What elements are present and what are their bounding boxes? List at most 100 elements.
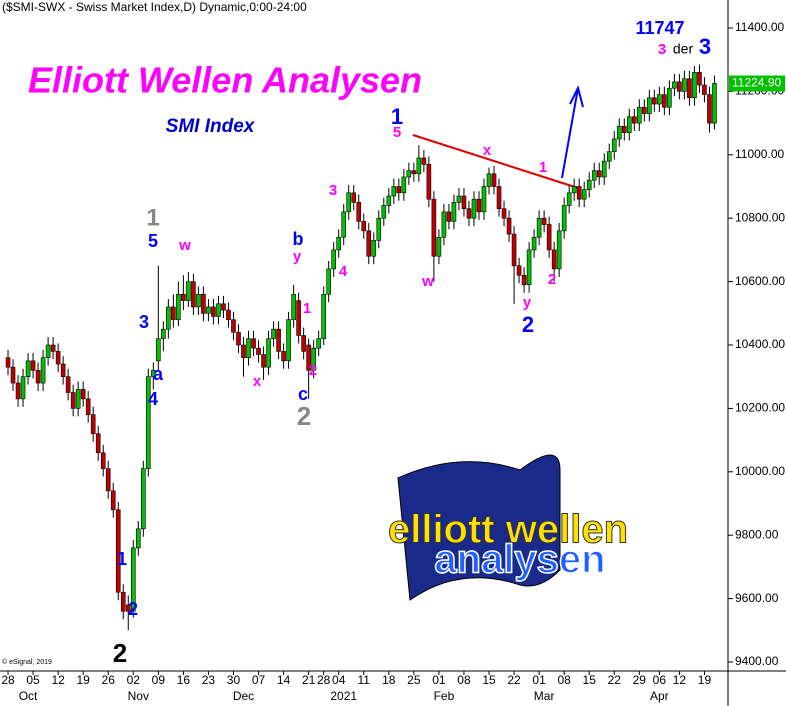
y-tick-label: 10400.00: [735, 337, 785, 351]
candle-body: [421, 157, 427, 165]
candle-body: [211, 306, 216, 317]
candle-body: [436, 236, 442, 257]
x-tick-label: 21: [302, 673, 316, 687]
candle-body: [561, 205, 567, 232]
candle-body: [596, 170, 602, 178]
wave-label: w: [178, 237, 191, 254]
candle-body: [90, 414, 96, 435]
candle-body: [707, 94, 712, 124]
candle-body: [25, 360, 31, 378]
candle-body: [55, 351, 61, 365]
month-label: Nov: [128, 689, 149, 703]
candle-body: [611, 138, 617, 152]
candle-body: [626, 116, 632, 133]
y-tick-label: 10800.00: [735, 210, 785, 224]
candle-body: [151, 370, 156, 377]
candle-body: [110, 490, 116, 511]
candle-body: [637, 106, 642, 124]
candle-body: [120, 591, 126, 612]
candle-body: [687, 78, 692, 99]
wave-label: 2: [522, 312, 534, 337]
wave-label: y: [523, 294, 532, 311]
copyright: © eSignal, 2019: [2, 658, 52, 666]
candle-body: [361, 221, 367, 232]
candle-body: [632, 116, 637, 124]
wave-label: 5: [393, 124, 401, 141]
month-label: Oct: [19, 689, 38, 703]
candle-body: [246, 338, 251, 358]
month-label: Feb: [434, 689, 455, 703]
wave-label: c: [298, 384, 308, 404]
candle-body: [140, 468, 146, 530]
wave-label: 3: [329, 182, 337, 199]
candle-body: [346, 192, 352, 213]
last-price-box: [729, 75, 785, 92]
candle-body: [256, 347, 261, 355]
candle-body: [616, 125, 622, 140]
candle-body: [446, 211, 452, 222]
wave-label: 2: [128, 599, 138, 619]
wave-label: 2: [548, 271, 556, 288]
candle-body: [576, 186, 582, 200]
wave-label: 2: [113, 638, 127, 668]
subtitle: SMI Index: [166, 116, 256, 137]
candle-body: [40, 357, 46, 384]
candle-body: [156, 338, 161, 362]
x-tick-label: 30: [227, 673, 241, 687]
logo-flag: [397, 454, 561, 601]
candle-body: [451, 202, 457, 222]
candle-body: [692, 72, 697, 99]
x-tick-label: 25: [407, 673, 421, 687]
y-tick-label: 11000.00: [735, 147, 784, 161]
candle-body: [171, 306, 176, 320]
candle-body: [95, 433, 101, 454]
arrow-shaft: [561, 87, 579, 179]
candle-body: [481, 186, 487, 213]
wave-label: y: [293, 248, 302, 265]
x-tick-label: 11: [358, 673, 371, 687]
candle-body: [431, 198, 437, 257]
logo-text: analysen: [434, 538, 605, 582]
candle-body: [697, 72, 702, 86]
candle-body: [371, 240, 377, 257]
candle-body: [386, 195, 392, 206]
candle-body: [526, 249, 532, 286]
candle-body: [135, 528, 141, 549]
wave-label: 11747: [635, 18, 684, 38]
x-tick-label: 19: [698, 673, 712, 687]
candle-body: [80, 389, 86, 400]
candle-body: [336, 236, 341, 251]
x-tick-label: 01: [532, 673, 546, 687]
candle-body: [196, 293, 201, 308]
x-tick-label: 15: [583, 673, 597, 687]
candle-body: [65, 376, 71, 393]
candle-body: [366, 230, 372, 257]
header: ($SMI-SWX - Swiss Market Index,D) Dynami…: [2, 0, 307, 14]
candle-body: [581, 189, 587, 200]
candle-body: [441, 211, 447, 238]
candle-body: [216, 303, 221, 317]
candle-body: [486, 173, 492, 187]
candle-body: [186, 281, 191, 301]
candle-body: [221, 303, 226, 311]
candle-body: [476, 198, 482, 213]
candle-body: [471, 198, 477, 219]
candle-body: [5, 357, 11, 368]
candle-body: [291, 293, 296, 320]
candle-body: [181, 293, 186, 301]
candle-body: [601, 160, 607, 178]
wave-label: x: [483, 142, 492, 159]
x-tick-label: 08: [557, 673, 571, 687]
candle-body: [306, 344, 311, 371]
candle-body: [411, 170, 417, 175]
candle-body: [161, 328, 166, 339]
candle-body: [351, 192, 357, 203]
arrow-head: [569, 85, 584, 108]
candle-body: [10, 366, 16, 384]
logo: elliott wellen analysen: [387, 454, 629, 601]
candle-body: [85, 398, 91, 416]
last-price-label: 11224.90: [732, 76, 781, 90]
logo-text: elliott wellen: [388, 508, 628, 552]
candle-body: [146, 376, 151, 469]
candle-body: [556, 230, 562, 270]
